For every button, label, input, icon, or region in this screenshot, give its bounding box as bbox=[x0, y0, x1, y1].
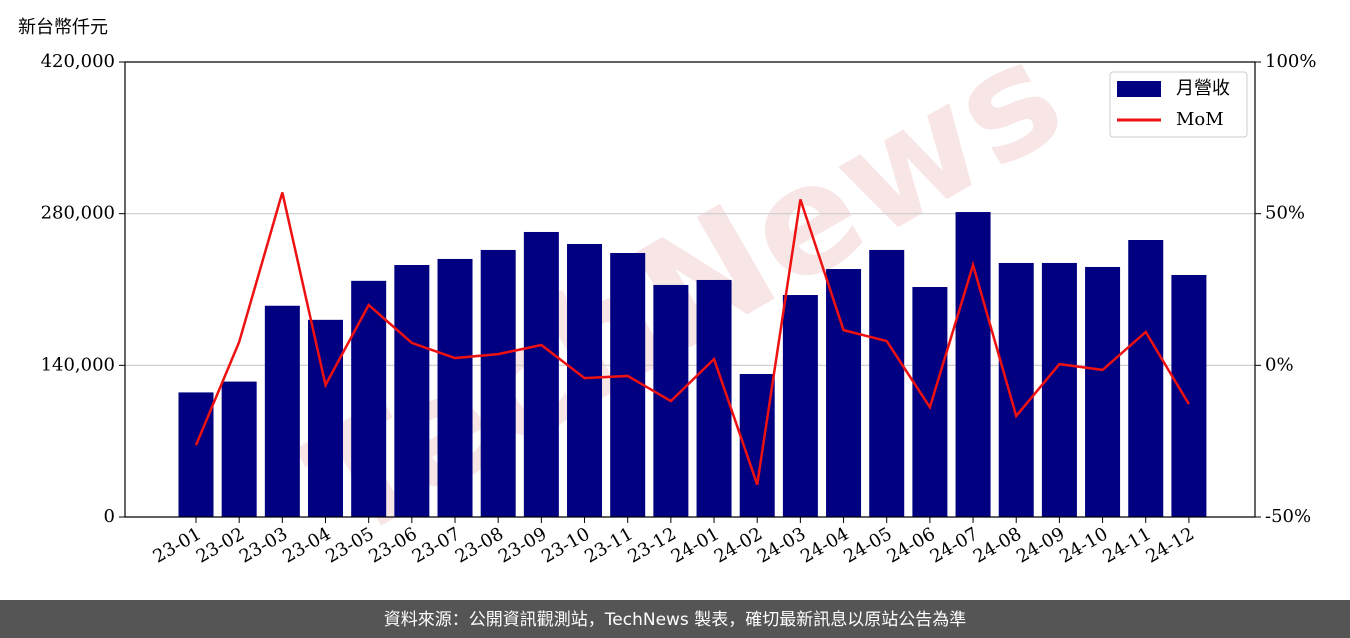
x-tick-label: 24-11 bbox=[1099, 523, 1154, 567]
bar bbox=[480, 249, 516, 518]
bar bbox=[955, 212, 991, 517]
y2-tick-label: 0% bbox=[1265, 354, 1294, 375]
legend: 月營收 MoM bbox=[1109, 71, 1248, 138]
x-tick-label: 23-11 bbox=[581, 523, 636, 567]
bar bbox=[178, 392, 214, 517]
x-tick-label: 23-08 bbox=[452, 523, 507, 567]
y-tick-label: 140,000 bbox=[41, 354, 115, 375]
legend-label: 月營收 bbox=[1176, 78, 1230, 99]
x-tick-label: 24-01 bbox=[668, 523, 723, 567]
bar bbox=[1085, 266, 1121, 517]
plot-frame bbox=[124, 61, 1256, 518]
bar bbox=[610, 252, 646, 517]
x-tick-label: 24-05 bbox=[840, 523, 895, 567]
x-tick-label: 23-02 bbox=[193, 523, 248, 567]
bar bbox=[567, 244, 603, 517]
x-tick-label: 24-12 bbox=[1142, 523, 1197, 567]
bar bbox=[1171, 274, 1207, 517]
y-axis-label: 新台幣仟元 bbox=[18, 17, 108, 38]
x-tick-label: 23-03 bbox=[236, 523, 291, 567]
x-tick-label: 24-08 bbox=[970, 523, 1025, 567]
x-tick-label: 24-02 bbox=[711, 523, 766, 567]
footer bbox=[0, 600, 1350, 638]
bar bbox=[696, 279, 732, 517]
y2-tick-label: 100% bbox=[1265, 51, 1316, 72]
x-tick-label: 23-01 bbox=[150, 523, 205, 567]
bar bbox=[351, 280, 387, 517]
bar bbox=[523, 231, 559, 517]
bar bbox=[1128, 239, 1164, 517]
bar bbox=[869, 249, 905, 518]
y2-tick-label: 50% bbox=[1265, 203, 1305, 224]
bar bbox=[782, 295, 818, 517]
bar bbox=[998, 262, 1034, 517]
y-tick-label: 420,000 bbox=[41, 51, 115, 72]
y-tick-label: 0 bbox=[104, 506, 115, 527]
x-tick-label: 24-10 bbox=[1056, 523, 1111, 567]
x-tick-label: 24-07 bbox=[927, 523, 982, 567]
x-tick-label: 23-04 bbox=[279, 523, 334, 567]
bar bbox=[264, 305, 300, 517]
bar bbox=[826, 269, 862, 517]
bar bbox=[437, 258, 473, 517]
y-tick-label: 280,000 bbox=[41, 203, 115, 224]
line bbox=[194, 192, 1190, 485]
bar bbox=[394, 265, 430, 517]
bar bbox=[308, 319, 344, 517]
bar bbox=[912, 287, 948, 517]
x-tick-label: 24-09 bbox=[1013, 523, 1068, 567]
legend-swatch bbox=[1117, 81, 1161, 97]
x-tick-label: 23-09 bbox=[495, 523, 550, 567]
x-tick-label: 24-06 bbox=[883, 523, 938, 567]
bar bbox=[739, 374, 775, 517]
x-tick-label: 24-04 bbox=[797, 523, 852, 567]
source-note: 資料來源：公開資訊觀測站，TechNews 製表，確切最新訊息以原站公告為準 bbox=[384, 610, 966, 630]
legend-label: MoM bbox=[1176, 109, 1224, 130]
x-tick-label: 23-12 bbox=[624, 523, 679, 567]
bar bbox=[1041, 262, 1077, 517]
x-tick-label: 23-10 bbox=[538, 523, 593, 567]
bar bbox=[221, 381, 257, 517]
y2-tick-label: -50% bbox=[1265, 506, 1311, 527]
x-tick-label: 24-03 bbox=[754, 523, 809, 567]
